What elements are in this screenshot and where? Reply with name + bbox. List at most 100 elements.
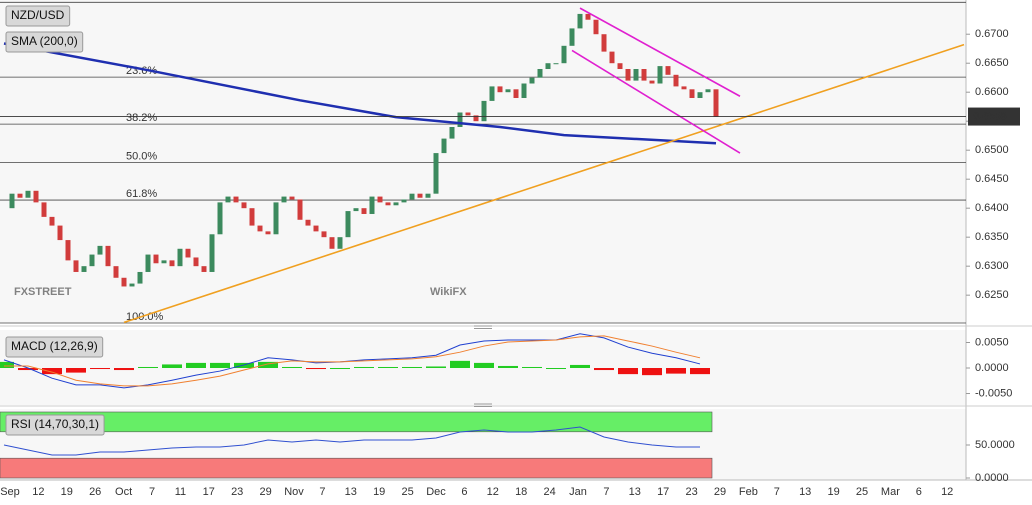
- candle: [25, 190, 31, 198]
- x-tick-label: 7: [774, 486, 780, 498]
- x-tick-label: 25: [856, 486, 868, 498]
- x-tick-label: 25: [401, 486, 413, 498]
- x-tick-label: 7: [319, 486, 325, 498]
- x-tick-label: 6: [916, 486, 922, 498]
- candle: [289, 196, 295, 200]
- rsi-line: [3, 426, 700, 456]
- x-tick-label: 7: [149, 486, 155, 498]
- x-tick-label: 12: [487, 486, 499, 498]
- y-tick-label: -0.0050: [975, 387, 1012, 399]
- x-tick-label: 6: [461, 486, 467, 498]
- panel-label: MACD (12,26,9): [11, 339, 98, 353]
- last-price: 0.6558: [973, 110, 1007, 122]
- candle: [169, 260, 175, 267]
- candle: [417, 193, 423, 198]
- trend-line: [571, 49, 741, 154]
- histogram-bar: [90, 368, 110, 370]
- candle: [385, 202, 391, 206]
- fib-label: 50.0%: [126, 150, 157, 162]
- y-tick-label: 0.0000: [975, 362, 1009, 374]
- candle: [561, 45, 567, 64]
- candle: [337, 237, 343, 249]
- watermark: WikiFX: [430, 286, 467, 298]
- histogram-bar: [546, 368, 566, 370]
- histogram-bar: [138, 366, 158, 369]
- y-tick-label: 0.6300: [975, 260, 1009, 272]
- y-tick-label: 0.0050: [975, 336, 1009, 348]
- x-tick-label: 19: [373, 486, 385, 498]
- candle: [465, 112, 471, 116]
- candle: [225, 196, 231, 203]
- candle: [577, 13, 583, 29]
- x-tick-label: 29: [259, 486, 271, 498]
- histogram-bar: [474, 362, 494, 369]
- histogram-bar: [690, 368, 710, 375]
- rsi-band: [0, 457, 713, 479]
- candle: [257, 225, 263, 232]
- candle: [105, 245, 111, 267]
- histogram-bar: [354, 366, 374, 369]
- watermark: FXSTREET: [14, 286, 72, 298]
- candle: [81, 266, 87, 272]
- histogram-bar: [186, 362, 206, 369]
- candle: [401, 199, 407, 203]
- candle: [241, 202, 247, 209]
- label-box: [5, 336, 104, 358]
- candle: [161, 260, 167, 264]
- label-box: [5, 31, 84, 53]
- price-panel: [0, 0, 966, 323]
- histogram-bar: [66, 368, 86, 373]
- x-tick-label: 23: [231, 486, 243, 498]
- candle: [201, 266, 207, 272]
- candle: [193, 257, 199, 267]
- candle: [697, 92, 703, 99]
- candle: [177, 248, 183, 267]
- label-box: [5, 5, 71, 27]
- candle: [305, 219, 311, 226]
- candle: [673, 74, 679, 87]
- candle: [513, 89, 519, 99]
- candle: [409, 193, 415, 200]
- x-tick-label: 12: [32, 486, 44, 498]
- y-tick-label: 0.6650: [975, 57, 1009, 69]
- label-box: [5, 414, 105, 436]
- candle: [265, 231, 271, 235]
- candle: [217, 202, 223, 235]
- y-tick-label: 0.0000: [975, 472, 1009, 484]
- trend-line: [123, 43, 965, 324]
- candle: [65, 240, 71, 261]
- x-tick-label: Jan: [569, 486, 587, 498]
- x-tick-label: Mar: [881, 486, 900, 498]
- x-tick-label: 17: [203, 486, 215, 498]
- histogram-bar: [450, 360, 470, 369]
- candle: [665, 66, 671, 75]
- histogram-bar: [162, 364, 182, 369]
- histogram-bar: [114, 368, 134, 371]
- panel-label: RSI (14,70,30,1): [11, 417, 99, 431]
- histogram-bar: [42, 368, 62, 375]
- candle: [425, 193, 431, 198]
- candle: [113, 266, 119, 278]
- histogram-bar: [402, 366, 422, 369]
- candle: [377, 196, 383, 203]
- candle: [145, 254, 151, 272]
- y-tick-label: 0.6700: [975, 28, 1009, 40]
- histogram-bar: [666, 368, 686, 374]
- x-tick-label: Nov: [284, 486, 304, 498]
- candle: [585, 13, 591, 20]
- candle: [297, 199, 303, 220]
- candle: [249, 208, 255, 226]
- x-tick-label: Sep: [0, 486, 20, 498]
- macd-line: [3, 333, 701, 389]
- candle: [705, 89, 711, 93]
- candle: [41, 202, 47, 217]
- candle: [329, 237, 335, 249]
- candle: [641, 69, 647, 81]
- histogram-bar: [282, 366, 302, 369]
- candle: [449, 126, 455, 139]
- histogram-bar: [522, 366, 542, 369]
- candle: [209, 234, 215, 272]
- x-tick-label: Feb: [739, 486, 758, 498]
- candle: [569, 28, 575, 46]
- candle: [497, 86, 503, 93]
